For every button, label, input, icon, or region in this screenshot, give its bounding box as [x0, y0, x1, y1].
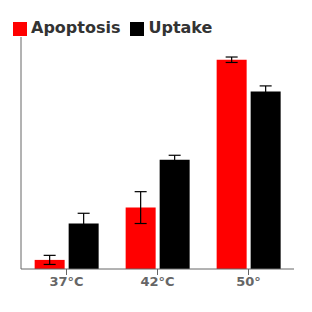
html-text:Apoptosis: Apoptosis [31, 18, 121, 37]
svg-text:37°C: 37°C [49, 274, 83, 289]
html-text:Uptake: Uptake [148, 18, 213, 37]
svg-text:50°: 50° [236, 274, 261, 289]
svg-text:42°C: 42°C [140, 274, 174, 289]
